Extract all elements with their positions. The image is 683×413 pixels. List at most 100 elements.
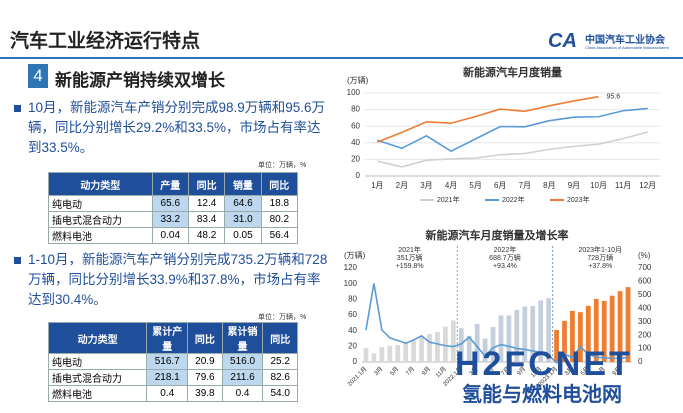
cell: 0.4 — [221, 385, 264, 402]
cell: 18.8 — [260, 195, 299, 212]
cell: 64.6 — [224, 195, 262, 212]
x-tick-label: 5月 — [484, 366, 496, 378]
y-axis-label: (万辆) — [344, 250, 366, 260]
y-axis-label: (万辆) — [347, 75, 369, 85]
chart-title: 新能源汽车月度销量及增长率 — [426, 228, 569, 242]
cell: 218.1 — [146, 369, 189, 386]
cell: 54.0 — [262, 385, 298, 402]
cell: 25.2 — [262, 353, 298, 370]
bar — [482, 338, 488, 362]
y2-tick-label: 400 — [638, 303, 652, 312]
cell: 80.2 — [260, 211, 299, 228]
y-tick-label: 80 — [348, 294, 357, 303]
legend-label: 2021年 — [437, 195, 460, 204]
y-tick-label: 100 — [347, 88, 361, 97]
bar — [363, 347, 369, 362]
line — [377, 107, 648, 153]
cell: 0.04 — [151, 227, 189, 244]
bar — [379, 347, 385, 362]
y-tick-label: 120 — [344, 263, 358, 272]
bar — [371, 353, 377, 362]
y2-tick-label: 200 — [638, 330, 652, 339]
bar — [458, 328, 464, 362]
bar — [585, 305, 591, 362]
x-tick-label: 9月 — [516, 366, 528, 378]
x-tick-label: 3月 — [563, 366, 575, 378]
bar — [609, 295, 615, 362]
annotation: +93.4% — [493, 263, 517, 270]
y-tick-label: 20 — [351, 155, 360, 164]
bar — [530, 306, 536, 362]
header-cell: 同比 — [262, 322, 298, 354]
bar — [578, 312, 583, 362]
bar — [443, 326, 448, 362]
annotation: 2021年 — [398, 245, 421, 254]
bar — [387, 345, 393, 362]
bar — [450, 320, 456, 362]
cell: 纯电动 — [47, 353, 148, 370]
watermark: 氢能与燃料电池网 — [462, 384, 622, 406]
cell: 83.4 — [187, 211, 226, 228]
x-tick-label: 1月 — [371, 181, 383, 190]
bullet: 1-10月，新能源汽车产销分别完成735.2万辆和728万辆，同比分别增长33.… — [14, 250, 328, 310]
x-tick-label: 6月 — [494, 181, 506, 190]
cell: 56.4 — [260, 227, 299, 244]
bullet-text: 10月，新能源汽车产销分别完成98.9万辆和95.6万辆，同比分别增长29.2%… — [28, 100, 326, 155]
y2-tick-label: 600 — [638, 277, 652, 286]
cell: 65.6 — [151, 195, 189, 212]
bar — [403, 341, 409, 362]
y-tick-label: 60 — [351, 121, 360, 130]
annotation: 2023年1-10月 — [578, 245, 622, 254]
y-tick-label: 60 — [348, 310, 357, 319]
x-tick-label: 3月 — [420, 181, 432, 190]
cell: 20.9 — [187, 353, 223, 370]
table: 动力类型 累计产量 同比 累计销量 同比 纯电动 516.7 20.9 516.0 25.2 插电式… — [47, 322, 298, 402]
bar — [570, 310, 575, 362]
cell: 39.8 — [187, 385, 223, 402]
logo-mark: CA — [548, 30, 577, 52]
bar — [522, 306, 528, 362]
x-tick-label: 12月 — [639, 181, 656, 190]
logo: 中国汽车工业协会 — [585, 35, 665, 46]
y2-tick-label: 0 — [638, 357, 643, 366]
bar — [411, 340, 416, 362]
x-tick-label: 2月 — [396, 181, 408, 190]
x-tick-label: 9月 — [611, 366, 623, 378]
y-tick-label: 0 — [353, 357, 358, 366]
annotation: 728万辆 — [587, 253, 613, 262]
bar — [435, 331, 440, 362]
y2-tick-label: 700 — [638, 263, 652, 272]
chart-title: 新能源汽车月度销量 — [463, 65, 562, 79]
cell: 516.0 — [221, 353, 264, 370]
cell: 燃料电池 — [47, 385, 148, 402]
bar — [419, 336, 424, 362]
y2-axis-label: (%) — [638, 251, 651, 260]
cell: 33.2 — [151, 211, 189, 228]
annotation: 2022年 — [494, 245, 517, 254]
legend-label: 2022年 — [502, 195, 525, 204]
bar — [554, 330, 559, 362]
header-cell: 动力类型 — [48, 172, 153, 196]
cell: 纯电动 — [48, 195, 153, 212]
bullet-text: 1-10月，新能源汽车产销分别完成735.2万辆和728万辆，同比分别增长33.… — [28, 252, 328, 307]
bar — [506, 315, 512, 362]
header-cell: 产量 — [151, 172, 189, 196]
bar — [474, 324, 480, 362]
cell: 48.2 — [187, 227, 226, 244]
bar — [490, 326, 496, 362]
header-cell: 同比 — [187, 322, 223, 354]
x-tick-label: 5月 — [469, 181, 481, 190]
annotation: +37.8% — [588, 263, 612, 270]
x-tick-label: 3月 — [468, 366, 480, 378]
line — [377, 131, 648, 168]
x-tick-label: 11月 — [615, 181, 631, 190]
bar — [617, 291, 623, 362]
bar — [593, 298, 599, 362]
bar — [498, 315, 504, 362]
header-cell: 累计产量 — [146, 322, 189, 354]
bar — [466, 335, 472, 362]
x-tick-label: 8月 — [543, 181, 555, 190]
y-tick-label: 100 — [344, 279, 358, 288]
